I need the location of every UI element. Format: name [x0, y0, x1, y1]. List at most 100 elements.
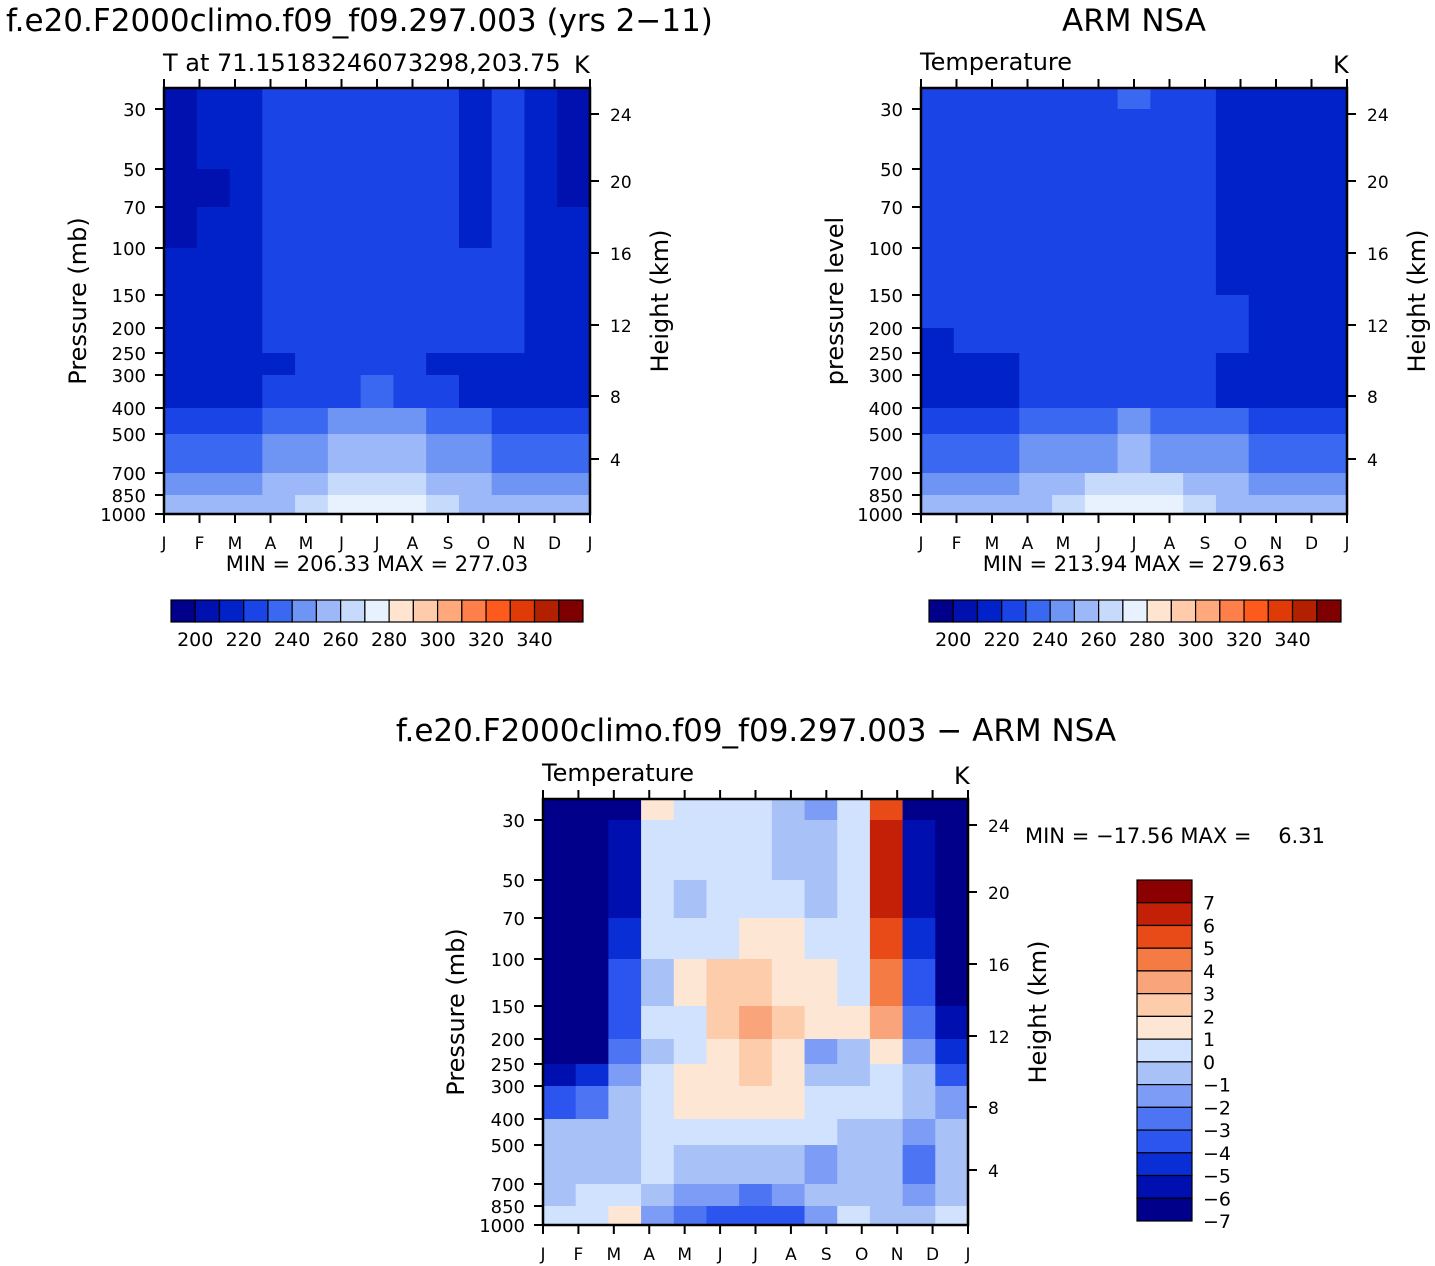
colorbar-swatch	[1073, 599, 1100, 623]
heatmap-cell	[524, 408, 558, 435]
heatmap-cell	[921, 169, 955, 208]
heatmap-cell	[262, 353, 296, 376]
heatmap-cell	[1215, 375, 1250, 409]
heatmap-cell	[196, 375, 231, 409]
heatmap-cell	[575, 1064, 609, 1087]
colorbar-swatch	[1136, 1197, 1193, 1222]
heatmap-cell	[543, 1039, 577, 1065]
heatmap-cell	[543, 1206, 577, 1226]
heatmap-cell	[491, 109, 526, 170]
heatmap-cell	[771, 959, 806, 1007]
y-tick-label: 50	[502, 871, 525, 892]
heatmap-cell	[1052, 495, 1086, 515]
heatmap-cell	[1183, 328, 1217, 354]
heatmap-cell	[557, 88, 591, 110]
heatmap-cell	[935, 1006, 969, 1040]
x-tick-label: S	[443, 534, 454, 554]
heatmap-cell	[557, 473, 591, 496]
y-tick-label: 50	[123, 160, 146, 181]
heatmap-cell	[902, 1184, 936, 1207]
heatmap-cell	[196, 109, 231, 170]
heatmap-cell	[196, 408, 231, 435]
colorbar-swatch	[218, 599, 245, 623]
x-tick-label: J	[373, 534, 379, 554]
y-tick-label: 150	[491, 997, 525, 1018]
right-tick-label: 8	[988, 1099, 999, 1119]
heatmap-cell	[295, 495, 329, 515]
heatmap-cell	[1248, 328, 1283, 354]
y-tick-label: 700	[869, 464, 903, 485]
colorbar-label: 200	[935, 629, 971, 651]
heatmap-cell	[1117, 88, 1151, 110]
heatmap-cell	[229, 353, 263, 376]
heatmap-cell	[953, 495, 988, 515]
y-tick-label: 100	[869, 239, 903, 260]
heatmap-cell	[426, 109, 460, 170]
y-tick-label: 200	[112, 319, 146, 340]
heatmap-cell	[1052, 295, 1086, 329]
heatmap-cell	[393, 408, 427, 435]
heatmap-cell	[491, 353, 526, 376]
heatmap-cell	[837, 880, 871, 919]
heatmap-cell	[1117, 495, 1151, 515]
heatmap-cell	[1084, 88, 1119, 110]
heatmap-cell	[1314, 169, 1348, 208]
heatmap-cell	[608, 1119, 642, 1146]
colorbar-swatch	[1001, 599, 1027, 623]
x-tick-label: J	[1095, 534, 1101, 554]
colorbar-label: 240	[1032, 629, 1068, 651]
heatmap-cell	[426, 375, 460, 409]
heatmap-cell	[1183, 248, 1217, 296]
colorbar-swatch	[1316, 599, 1342, 623]
heatmap-cell	[393, 207, 427, 249]
heatmap-cell	[641, 918, 675, 960]
colorbar-swatch	[1243, 599, 1269, 623]
heatmap-cell	[1052, 109, 1086, 170]
heatmap-cell	[804, 1145, 838, 1185]
heatmap-cell	[393, 434, 427, 474]
colorbar-swatch	[928, 599, 954, 623]
heatmap-cell	[1052, 434, 1086, 474]
x-tick-label: M	[1056, 534, 1071, 554]
heatmap-cell	[1248, 295, 1283, 329]
heatmap-cell	[575, 880, 609, 919]
heatmap-cell	[557, 495, 591, 515]
heatmap-cell	[524, 434, 558, 474]
heatmap-cell	[739, 799, 773, 821]
heatmap-cell	[557, 169, 591, 208]
heatmap-cell	[1248, 248, 1283, 296]
colorbar-label: −6	[1203, 1188, 1231, 1210]
heatmap-cell	[902, 1145, 936, 1185]
heatmap-cell	[1084, 169, 1119, 208]
heatmap-cell	[360, 295, 394, 329]
colorbar-swatch	[1136, 1038, 1193, 1063]
heatmap-cell	[986, 434, 1020, 474]
heatmap-cell	[706, 918, 740, 960]
heatmap-cell	[426, 353, 460, 376]
heatmap-cell	[1019, 109, 1053, 170]
heatmap-cell	[869, 799, 904, 821]
colorbar-label: 3	[1203, 984, 1215, 1006]
heatmap-cell	[1019, 169, 1053, 208]
x-tick-label: A	[643, 1245, 655, 1265]
heatmap-cell	[1183, 353, 1217, 376]
heatmap-cell	[543, 1145, 577, 1185]
x-tick-label: N	[513, 534, 526, 554]
heatmap-cell	[869, 1184, 904, 1207]
heatmap-cell	[164, 408, 198, 435]
heatmap-cell	[706, 1184, 740, 1207]
heatmap-cell	[804, 1086, 838, 1120]
heatmap-cell	[837, 1119, 871, 1146]
x-tick-label: M	[299, 534, 314, 554]
right-tick-label: 12	[610, 317, 632, 337]
heatmap-cell	[575, 1039, 609, 1065]
heatmap-cell	[935, 1206, 969, 1226]
heatmap-cell	[641, 1039, 675, 1065]
heatmap-cell	[869, 1119, 904, 1146]
heatmap-cell	[1215, 408, 1250, 435]
model-y-axis-label: Pressure (mb)	[64, 217, 92, 384]
diff-y-axis-label: Pressure (mb)	[442, 928, 470, 1095]
heatmap-cell	[1248, 88, 1283, 110]
heatmap-cell	[739, 820, 773, 881]
heatmap-cell	[953, 169, 988, 208]
